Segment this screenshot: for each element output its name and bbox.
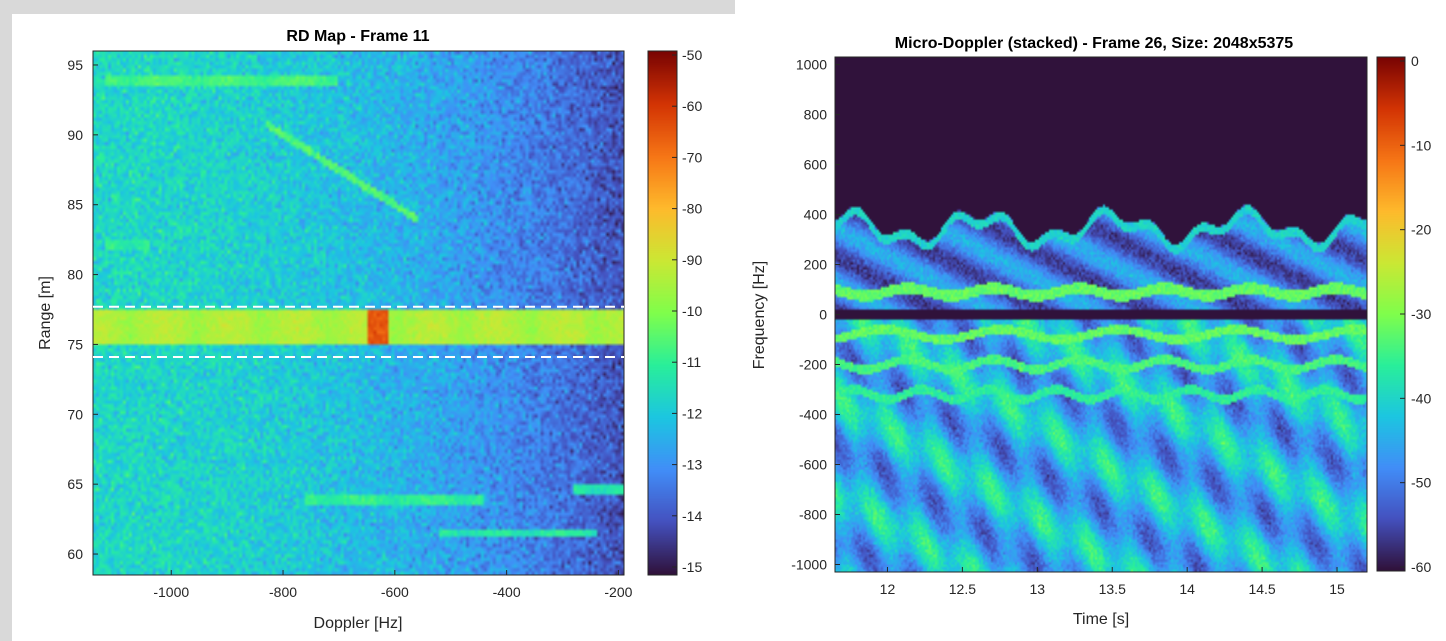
x-tick-label: 15: [1329, 581, 1345, 597]
y-tick-label: 75: [67, 336, 83, 352]
y-tick-label: 200: [804, 257, 828, 273]
y-tick-label: 0: [819, 307, 827, 323]
micro-doppler-plot-area: 12 12.5 13 13.5 14 14.5 15 1000 800 600 400 200 0 -20…: [791, 56, 1368, 598]
rd-map-chart: RD Map - Frame 11 -1000 -800 -600 -400 -200 6…: [37, 28, 702, 632]
x-tick-label: -1000: [153, 584, 189, 600]
y-tick-label: -600: [799, 457, 827, 473]
rd-map-title: RD Map - Frame 11: [286, 28, 429, 45]
rd-map-colorbar: -50 -60 -70 -80 -90 -10 -11 -12 -13 -14 -15: [647, 47, 702, 576]
rd-colorbar-gradient: [648, 51, 677, 575]
y-tick-label: 600: [804, 157, 828, 173]
x-tick-label: 14: [1179, 581, 1195, 597]
micro-doppler-ticks: 12 12.5 13 13.5 14 14.5 15 1000 800 600 400 200 0 -20…: [791, 57, 1345, 598]
md-colorbar-ticks: 0 -10 -20 -30 -40 -50 -60: [1400, 53, 1431, 575]
rd-colorbar-tick-label: -70: [682, 149, 702, 165]
y-tick-label: 400: [804, 207, 828, 223]
y-tick-label: 1000: [796, 57, 827, 73]
x-tick-label: 12.5: [949, 581, 976, 597]
micro-doppler-ylabel: Frequency [Hz]: [751, 261, 768, 369]
x-tick-label: 14.5: [1248, 581, 1275, 597]
micro-doppler-colorbar: 0 -10 -20 -30 -40 -50 -60: [1376, 53, 1431, 575]
x-tick-label: -200: [604, 584, 632, 600]
rd-colorbar-tick-label: -13: [682, 457, 702, 473]
rd-colorbar-tick-label: -60: [682, 98, 702, 114]
x-tick-label: -400: [493, 584, 521, 600]
md-colorbar-tick-label: -10: [1411, 137, 1431, 153]
rd-map-xlabel: Doppler [Hz]: [314, 615, 403, 632]
y-tick-label: 65: [67, 476, 83, 492]
md-colorbar-tick-label: -20: [1411, 222, 1431, 238]
window-left-frame: [0, 14, 12, 641]
figure-canvas: RD Map - Frame 11 -1000 -800 -600 -400 -200 6…: [12, 14, 1446, 641]
rd-colorbar-frame: [647, 50, 678, 576]
rd-colorbar-tick-label: -10: [682, 303, 702, 319]
y-tick-label: 90: [67, 127, 83, 143]
y-tick-label: -400: [799, 407, 827, 423]
y-tick-label: 85: [67, 197, 83, 213]
x-tick-label: 13: [1030, 581, 1046, 597]
micro-doppler-title: Micro-Doppler (stacked) - Frame 26, Size…: [895, 35, 1293, 52]
x-tick-label: 13.5: [1099, 581, 1126, 597]
micro-doppler-chart: Micro-Doppler (stacked) - Frame 26, Size…: [751, 35, 1431, 628]
rd-colorbar-tick-label: -90: [682, 252, 702, 268]
rd-colorbar-tick-label: -14: [682, 508, 702, 524]
micro-doppler-spectrogram: [835, 57, 1367, 572]
x-tick-label: 12: [880, 581, 896, 597]
rd-colorbar-tick-label: -11: [682, 354, 701, 370]
rd-colorbar-tick-label: -80: [682, 201, 702, 217]
y-tick-label: 95: [67, 57, 83, 73]
window-top-strip: [0, 0, 735, 14]
rd-colorbar-tick-label: -12: [682, 405, 702, 421]
md-colorbar-tick-label: -40: [1411, 390, 1431, 406]
rd-map-axes-box: [92, 50, 625, 576]
rd-map-ylabel: Range [m]: [37, 276, 54, 350]
rd-colorbar-tick-label: -50: [682, 47, 702, 63]
figure-svg: RD Map - Frame 11 -1000 -800 -600 -400 -2006…: [37, 28, 1431, 632]
rd-map-heatmap: [93, 51, 624, 575]
md-colorbar-tick-label: -30: [1411, 306, 1431, 322]
y-tick-label: 800: [804, 107, 828, 123]
y-tick-label: 60: [67, 546, 83, 562]
x-tick-label: -800: [269, 584, 297, 600]
rd-map-ticks: -1000 -800 -600 -400 -200 60 65 70 75 80 85 90 95: [67, 57, 632, 600]
rd-colorbar-tick-label: -15: [682, 559, 702, 575]
range-gate-lines: [93, 305, 624, 359]
md-colorbar-tick-label: 0: [1411, 53, 1419, 69]
rd-colorbar-ticks: -50 -60 -70 -80 -90 -10 -11 -12 -13 -14 -15: [672, 47, 702, 575]
y-tick-label: -800: [799, 507, 827, 523]
y-tick-label: 80: [67, 267, 83, 283]
micro-doppler-xlabel: Time [s]: [1073, 611, 1129, 628]
y-tick-label: -200: [799, 357, 827, 373]
md-colorbar-tick-label: -60: [1411, 559, 1431, 575]
md-colorbar-tick-label: -50: [1411, 475, 1431, 491]
rd-map-plot-area: -1000 -800 -600 -400 -200 60 65 70 75 80 85 90 95: [67, 50, 633, 600]
y-tick-label: 70: [67, 406, 83, 422]
x-tick-label: -600: [381, 584, 409, 600]
y-tick-label: -1000: [791, 557, 827, 573]
